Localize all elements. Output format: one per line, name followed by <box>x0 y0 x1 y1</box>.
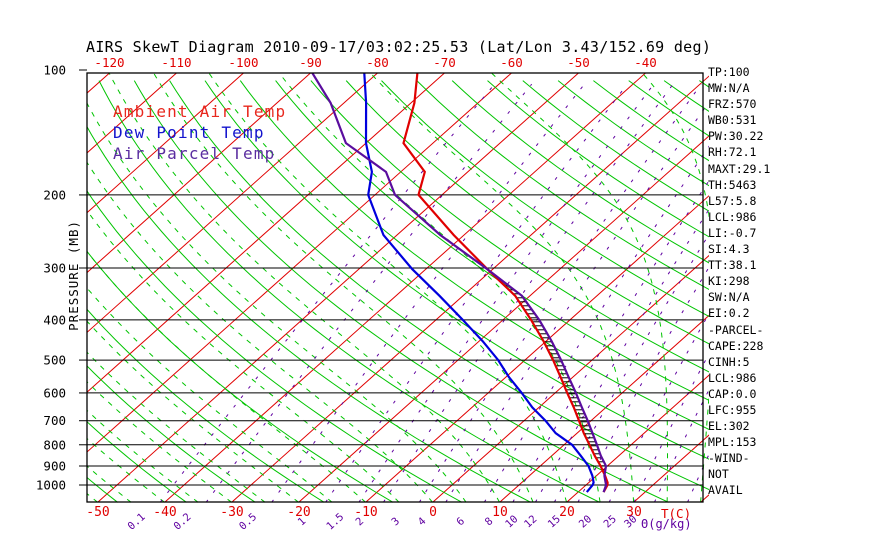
legend-item-air-parcel-temp: Air Parcel Temp <box>113 144 276 163</box>
stats-panel: TP:100 MW:N/A FRZ:570 WB0:531 PW:30.22 RH:72.… <box>708 64 770 499</box>
panel-line: PW:30.22 <box>708 129 764 144</box>
panel-line: FRZ:570 <box>708 97 757 112</box>
mixing-ratio-label: 3 <box>389 515 402 528</box>
pressure-tick-label: 700 <box>43 413 66 428</box>
dew-point-curve <box>363 73 595 493</box>
mixing-ratio-label: 25 <box>601 513 618 530</box>
bottom-temp-label: -10 <box>354 505 377 520</box>
top-temp-label: -70 <box>433 55 456 70</box>
bottom-temp-label: 0 <box>429 505 437 520</box>
moist-adiabats <box>87 73 709 503</box>
pressure-tick-label: 400 <box>43 312 66 327</box>
legend-item-dew-point-temp: Dew Point Temp <box>113 123 265 142</box>
panel-line: KI:298 <box>708 274 750 289</box>
panel-line: EI:0.2 <box>708 306 750 321</box>
bottom-temp-label: -40 <box>153 505 176 520</box>
panel-line: RH:72.1 <box>708 145 757 160</box>
mixing-ratio-unit-label: Θ(g/kg) <box>641 517 692 531</box>
panel-line: SI:4.3 <box>708 242 750 257</box>
mixing-ratio-label: 12 <box>522 513 539 530</box>
top-temp-label: -100 <box>228 55 258 70</box>
top-temp-label: -50 <box>567 55 590 70</box>
panel-line: TT:38.1 <box>708 258 757 273</box>
panel-line: SW:N/A <box>708 290 750 305</box>
top-temp-label: -60 <box>500 55 523 70</box>
dew-point <box>363 73 595 493</box>
isotherms <box>87 73 709 503</box>
panel-line: -PARCEL- <box>708 322 764 337</box>
panel-line: CAPE:228 <box>708 338 764 353</box>
bottom-temp-label: -20 <box>287 505 310 520</box>
panel-line: MPL:153 <box>708 435 757 450</box>
mixing-ratio-label: 6 <box>454 515 467 528</box>
panel-line: CINH:5 <box>708 354 750 369</box>
panel-line: EL:302 <box>708 419 750 434</box>
pressure-tick-label: 200 <box>43 187 66 202</box>
top-temp-label: -80 <box>366 55 389 70</box>
panel-line: WB0:531 <box>708 113 757 128</box>
top-temp-label: -110 <box>161 55 191 70</box>
mixing-ratio-label: 1.5 <box>324 511 346 533</box>
pressure-tick-label: 1000 <box>36 478 66 493</box>
top-temp-label: -40 <box>634 55 657 70</box>
pressure-ticks <box>79 69 87 486</box>
parcel-temp <box>311 73 608 493</box>
panel-line: L57:5.8 <box>708 193 757 208</box>
chart-title: AIRS SkewT Diagram 2010-09-17/03:02:25.5… <box>86 38 712 56</box>
bottom-temp-label: 20 <box>559 505 575 520</box>
panel-line: MAXT:29.1 <box>708 161 771 176</box>
pressure-tick-label: 100 <box>43 63 66 78</box>
bottom-temp-label: 10 <box>492 505 508 520</box>
panel-line: MW:N/A <box>708 81 750 96</box>
pressure-tick-labels: 100 200 300 400 500 600 700 800 900 1000 <box>36 63 66 493</box>
mixing-ratio-lines <box>159 83 709 503</box>
parcel-temp-curve <box>311 73 608 493</box>
pressure-axis-label: PRESSURE (MB) <box>66 220 81 331</box>
temperature-unit-label: T(C) <box>661 506 692 521</box>
pressure-tick-label: 900 <box>43 459 66 474</box>
panel-line: CAP:0.0 <box>708 386 757 401</box>
panel-line: TH:5463 <box>708 177 757 192</box>
legend: Ambient Air Temp Dew Point Temp Air Parcel… <box>113 101 286 164</box>
bottom-temp-labels: -50 -40 -30 -20 -10 0 10 20 30 <box>86 505 642 520</box>
pressure-tick-label: 600 <box>43 385 66 400</box>
top-temp-label: -90 <box>299 55 322 70</box>
ambient-temp-curve <box>402 73 609 493</box>
pressure-tick-label: 800 <box>43 437 66 452</box>
panel-line: NOT <box>708 467 729 482</box>
mixing-ratio-label: 0.1 <box>126 511 148 533</box>
mixing-ratio-label: 20 <box>577 513 594 530</box>
panel-line: -WIND- <box>708 451 750 466</box>
panel-line: LFC:955 <box>708 402 757 417</box>
pressure-tick-label: 500 <box>43 353 66 368</box>
pressure-tick-label: 300 <box>43 261 66 276</box>
panel-line: LCL:986 <box>708 209 757 224</box>
bottom-temp-label: -50 <box>86 505 109 520</box>
panel-line: LCL:986 <box>708 370 757 385</box>
top-temp-labels: -120 -110 -100 -90 -80 -70 -60 -50 -40 <box>94 55 656 70</box>
panel-line: TP:100 <box>708 65 750 79</box>
panel-line: LI:-0.7 <box>708 225 757 240</box>
panel-line: AVAIL <box>708 483 743 498</box>
plot-frame <box>86 72 704 503</box>
bottom-temp-label: -30 <box>220 505 243 520</box>
ambient-temp <box>402 73 609 493</box>
top-temp-label: -120 <box>94 55 124 70</box>
mixing-ratio-label: 4 <box>416 515 429 528</box>
legend-item-ambient-air-temp: Ambient Air Temp <box>113 102 287 121</box>
bottom-temp-label: 30 <box>626 505 642 520</box>
